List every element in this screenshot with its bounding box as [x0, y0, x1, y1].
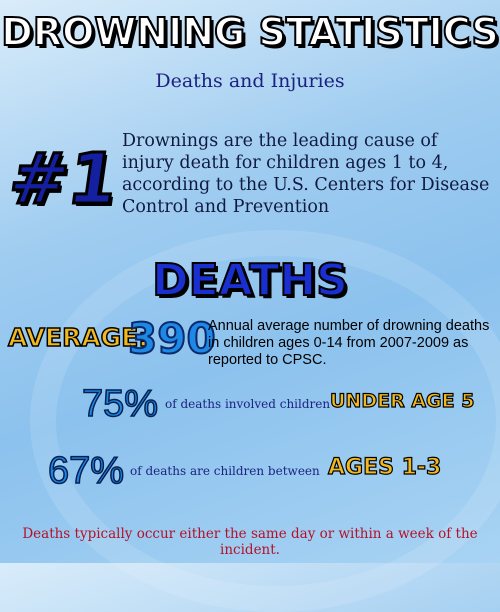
intro-text: Drownings are the leading cause of injur… — [122, 131, 490, 217]
page-title: DROWNING STATISTICS — [0, 9, 499, 55]
average-value: 390 — [127, 313, 217, 364]
ages-1-3-percent: 67% — [47, 449, 125, 493]
deaths-heading: DEATHS — [151, 254, 349, 307]
average-description: Annual average number of drowning deaths… — [208, 318, 490, 368]
average-label: AVERAGE: — [7, 322, 149, 353]
ages-1-3-description: of deaths are children between — [130, 464, 320, 478]
ages-1-3-tag: AGES 1-3 — [327, 454, 442, 480]
under-5-description: of deaths involved children — [165, 397, 331, 411]
rank-badge: #1 — [3, 137, 125, 222]
footer-note: Deaths typically occur either the same d… — [22, 526, 478, 558]
under-5-tag: UNDER AGE 5 — [329, 389, 475, 412]
under-5-percent: 75% — [81, 382, 159, 426]
page-subtitle: Deaths and Injuries — [155, 70, 345, 92]
